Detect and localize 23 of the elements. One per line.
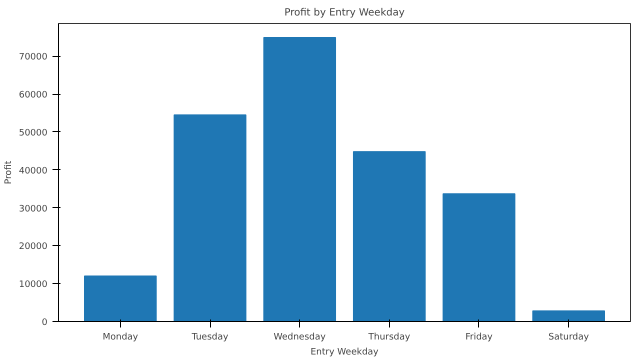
bar xyxy=(442,193,516,322)
y-tick-label: 40000 xyxy=(18,166,48,176)
x-tick-label: Saturday xyxy=(548,332,590,342)
x-tick-label: Wednesday xyxy=(274,332,326,342)
y-tick-label: 30000 xyxy=(18,204,48,214)
y-tick-label: 70000 xyxy=(18,52,48,63)
y-tick-label: 0 xyxy=(42,318,48,328)
bar xyxy=(352,151,426,322)
y-tick-label: 50000 xyxy=(18,128,48,138)
x-axis-title: Entry Weekday xyxy=(310,348,380,358)
chart-title: Profit by Entry Weekday xyxy=(284,8,405,18)
bar xyxy=(174,114,246,322)
bar xyxy=(532,310,605,322)
y-tick-label: 60000 xyxy=(18,90,48,101)
y-tick-label: 20000 xyxy=(18,242,48,252)
y-tick-label: 10000 xyxy=(18,280,48,290)
bar xyxy=(263,37,336,322)
x-tick-label: Thursday xyxy=(367,332,411,342)
y-axis-title: Profit xyxy=(4,160,14,184)
bar xyxy=(84,276,157,322)
x-tick-label: Monday xyxy=(102,332,139,342)
x-tick-label: Tuesday xyxy=(190,332,229,342)
x-tick-label: Friday xyxy=(465,332,494,342)
